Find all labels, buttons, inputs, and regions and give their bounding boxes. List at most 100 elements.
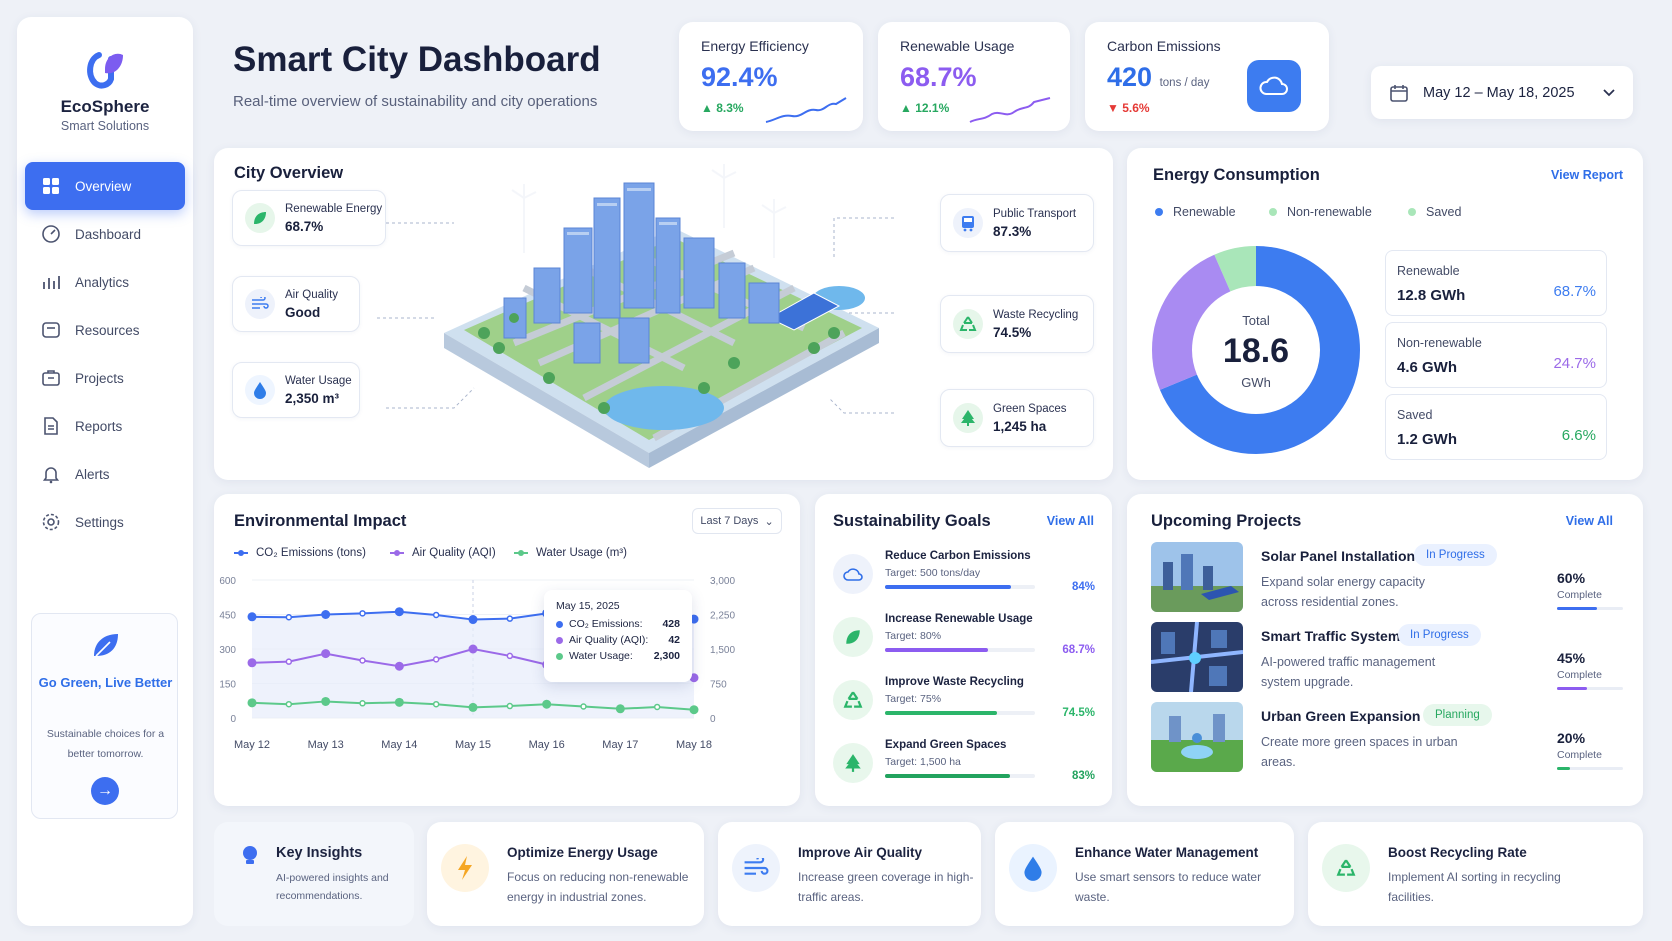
sidebar-item-settings[interactable]: Settings (25, 498, 185, 546)
wind-icon (732, 844, 780, 892)
date-range-text: May 12 – May 18, 2025 (1423, 84, 1575, 101)
data-point (394, 697, 404, 707)
promo-title: Go Green, Live Better (38, 675, 173, 690)
goal-item[interactable]: Expand Green Spaces Target: 1,500 ha 83% (833, 735, 1095, 795)
goal-progress-bar (885, 648, 1035, 652)
upcoming-projects-card: Upcoming Projects View All Solar Panel I… (1127, 494, 1643, 806)
x-tick-label: May 12 (234, 739, 270, 751)
kpi-value: 92.4% (701, 62, 778, 92)
project-item[interactable]: Smart Traffic System In Progress AI-powe… (1151, 622, 1623, 698)
insight-title: Optimize Energy Usage (507, 845, 658, 860)
ecosphere-logo-icon (81, 45, 129, 93)
data-point (285, 700, 293, 708)
insight-description: Implement AI sorting in recycling facili… (1388, 870, 1561, 904)
page-title: Smart City Dashboard (233, 40, 601, 79)
sidebar-item-label: Resources (75, 322, 140, 338)
energy-item-renewable: Renewable 12.8 GWh 68.7% (1385, 250, 1607, 316)
goal-item[interactable]: Increase Renewable Usage Target: 80% 68.… (833, 609, 1095, 669)
environmental-line-chart: 600 3,000 450 2,250 300 1,500 150 750 0 0 May 12 Ma… (219, 576, 735, 751)
data-point (468, 644, 478, 654)
donut-slice-non-renewable (1152, 246, 1360, 454)
project-item[interactable]: Urban Green Expansion Planning Create mo… (1151, 702, 1623, 778)
lightbulb-icon (240, 844, 260, 868)
leaf-icon (90, 630, 122, 660)
data-point (432, 611, 440, 619)
data-point (247, 698, 257, 708)
insight-description: Use smart sensors to reduce water waste. (1075, 870, 1262, 904)
goal-target: Target: 1,500 ha (885, 756, 961, 768)
view-all-goals-link[interactable]: View All (1046, 514, 1094, 528)
sparkline (969, 97, 1051, 123)
calendar-icon (1389, 83, 1409, 103)
goal-title: Increase Renewable Usage (885, 613, 1033, 625)
sidebar-item-label: Dashboard (75, 226, 142, 242)
data-point (689, 705, 699, 715)
briefcase-icon (41, 368, 61, 388)
project-complete-label: Complete (1557, 749, 1602, 761)
goal-progress-bar (885, 585, 1035, 589)
view-all-projects-link[interactable]: View All (1565, 514, 1613, 528)
goal-percent: 83% (1071, 770, 1095, 782)
sidebar-item-projects[interactable]: Projects (25, 354, 185, 402)
section-title: Environmental Impact (234, 512, 407, 530)
x-tick-label: May 16 (529, 739, 565, 751)
sidebar-item-reports[interactable]: Reports (25, 402, 185, 450)
sidebar-item-overview[interactable]: Overview (25, 162, 185, 210)
sidebar-item-analytics[interactable]: Analytics (25, 258, 185, 306)
project-item[interactable]: Solar Panel Installation In Progress Exp… (1151, 542, 1623, 618)
data-point (432, 656, 440, 663)
promo-arrow-button[interactable]: → (91, 777, 119, 805)
goal-item[interactable]: Reduce Carbon Emissions Target: 500 tons… (833, 546, 1095, 606)
date-range-picker[interactable]: May 12 – May 18, 2025 (1371, 66, 1633, 119)
project-thumbnail (1151, 622, 1243, 692)
data-point (506, 652, 514, 660)
brand-name: EcoSphere (60, 97, 150, 116)
insight-card[interactable]: Improve Air Quality Increase green cover… (718, 822, 981, 926)
goal-percent: 74.5% (1062, 707, 1095, 719)
data-point (615, 704, 625, 714)
kpi-renewable-usage: Renewable Usage 68.7% ▲ 12.1% (878, 22, 1070, 131)
data-point (468, 615, 478, 625)
sidebar-item-resources[interactable]: Resources (25, 306, 185, 354)
data-point (394, 661, 404, 671)
bus-icon (953, 208, 983, 238)
insight-title: Enhance Water Management (1075, 845, 1259, 860)
data-point (285, 658, 293, 665)
data-point (321, 610, 331, 619)
project-title: Smart Traffic System (1261, 628, 1401, 644)
promo-card: Go Green, Live Better Sustainable choice… (31, 613, 178, 819)
insight-card[interactable]: Optimize Energy Usage Focus on reducing … (427, 822, 704, 926)
insight-card[interactable]: Enhance Water Management Use smart senso… (995, 822, 1294, 926)
sidebar-item-label: Settings (75, 514, 124, 530)
sidebar-item-dashboard[interactable]: Dashboard (25, 210, 185, 258)
tooltip-row: CO₂ Emissions: 428 (556, 618, 680, 630)
goal-item[interactable]: Improve Waste Recycling Target: 75% 74.5… (833, 672, 1095, 732)
project-status-badge: In Progress (1398, 624, 1481, 646)
view-report-link[interactable]: View Report (1550, 168, 1623, 182)
project-percent: 60% (1557, 570, 1586, 586)
y-tick-label-right: 1,500 (710, 645, 735, 656)
project-complete-label: Complete (1557, 589, 1602, 601)
key-insights-subtitle: AI-powered insights and recommendations. (276, 872, 389, 902)
water-drop-icon (245, 375, 275, 405)
tooltip-date: May 15, 2025 (556, 600, 620, 612)
page-subtitle: Real-time overview of sustainability and… (233, 93, 598, 110)
sidebar-item-alerts[interactable]: Alerts (25, 450, 185, 498)
kpi-value: 420 tons / day (1107, 62, 1210, 92)
tooltip-row: Water Usage: 2,300 (556, 650, 680, 662)
city-overview-card: City Overview (214, 148, 1113, 480)
project-description: AI-powered traffic management system upg… (1261, 655, 1436, 689)
kpi-change: ▼ 5.6% (1107, 101, 1150, 115)
insight-card[interactable]: Boost Recycling Rate Implement AI sortin… (1308, 822, 1643, 926)
stat-air-quality: Air Quality Good (232, 276, 360, 332)
period-select[interactable]: Last 7 Days ⌄ (692, 508, 782, 534)
project-progress-bar (1557, 767, 1623, 770)
tree-icon (833, 743, 873, 783)
stat-waste-recycling: Waste Recycling 74.5% (940, 295, 1094, 353)
y-tick-label-right: 0 (710, 714, 716, 725)
section-title: City Overview (234, 164, 344, 182)
arrow-right-icon: → (97, 782, 113, 799)
project-description: Expand solar energy capacity across resi… (1261, 575, 1425, 609)
stat-green-spaces: Green Spaces 1,245 ha (940, 389, 1094, 447)
legend-co2: CO₂ Emissions (tons) (234, 547, 366, 559)
